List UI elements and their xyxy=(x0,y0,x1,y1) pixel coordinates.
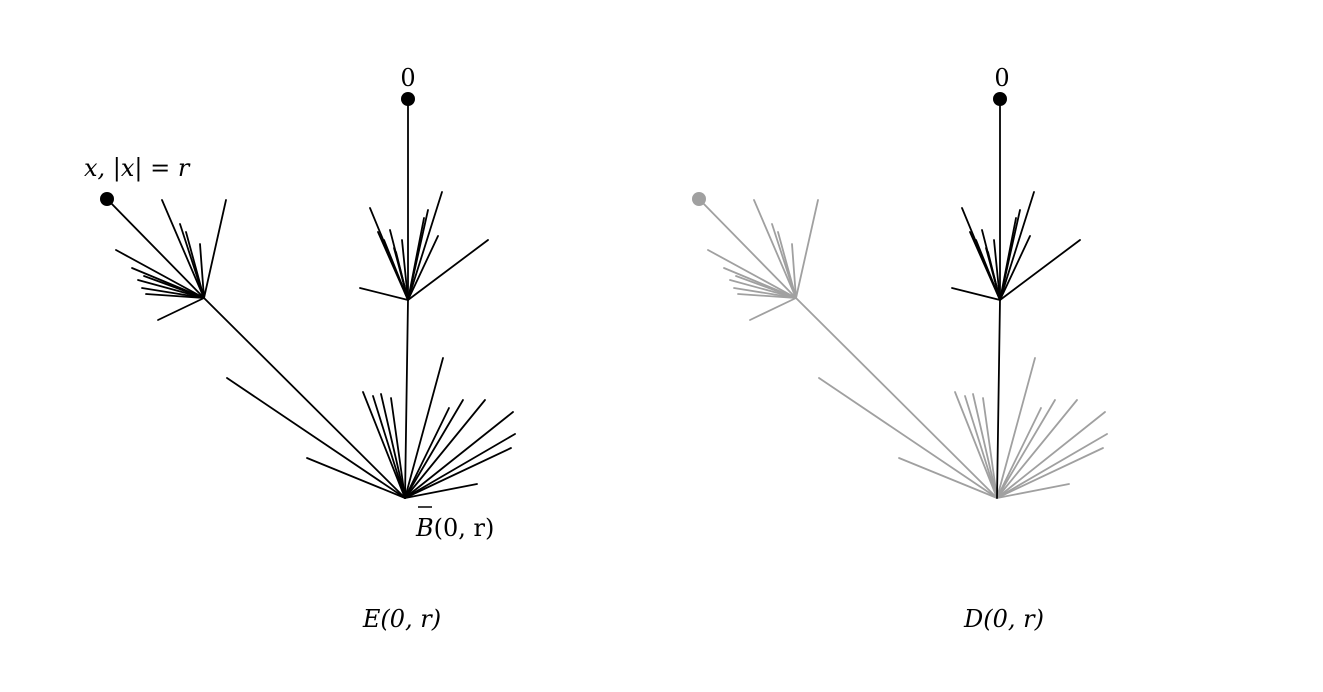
upper-hub-branch xyxy=(395,251,409,301)
root-node xyxy=(401,92,415,106)
left-hub-branch xyxy=(777,231,797,299)
upper-hub-branch xyxy=(975,239,1001,301)
left-ball-label: B(0, r) xyxy=(415,514,494,542)
lower-hub-branch xyxy=(404,433,516,499)
edge-lower-to-left-hub xyxy=(203,297,406,499)
left-hub-branch xyxy=(733,287,797,299)
upper-hub-branch xyxy=(407,191,443,301)
lower-hub-branch xyxy=(996,483,1070,499)
lower-hub-branch xyxy=(996,357,1036,499)
left-hub-branch xyxy=(185,231,205,299)
point-x-node xyxy=(100,192,114,206)
left-hub-branch xyxy=(791,243,797,299)
upper-hub-branch xyxy=(993,239,1001,301)
lower-hub-branch xyxy=(996,433,1108,499)
upper-hub-branch xyxy=(999,235,1031,301)
lower-hub-branch xyxy=(404,399,464,499)
left-hub-branch xyxy=(753,199,797,299)
lower-hub-branch xyxy=(818,377,998,499)
lower-hub-branch xyxy=(404,407,450,499)
lower-hub-branch xyxy=(404,399,486,499)
lower-hub-branch xyxy=(226,377,406,499)
left-hub-branch xyxy=(115,249,205,299)
upper-hub-branch xyxy=(407,235,439,301)
lower-hub-branch xyxy=(982,397,998,499)
left-tree-panel xyxy=(100,92,516,499)
left-hub-branch xyxy=(161,199,205,299)
edge-left-hub-to-point xyxy=(106,198,205,299)
upper-hub-branch xyxy=(407,239,489,301)
upper-hub-branch xyxy=(359,287,409,301)
lower-hub-branch xyxy=(972,393,998,499)
right-caption: D(0, r) xyxy=(963,605,1044,633)
upper-hub-branch xyxy=(383,239,409,301)
root-node xyxy=(993,92,1007,106)
left-point-label: x, |x| = r xyxy=(84,154,191,183)
right-tree-panel xyxy=(692,92,1108,499)
upper-hub-branch xyxy=(999,191,1035,301)
upper-hub-branch xyxy=(951,287,1001,301)
lower-hub-branch xyxy=(372,395,406,499)
edge-lower-to-left-hub xyxy=(795,297,998,499)
left-hub-branch xyxy=(157,297,205,321)
left-hub-branch xyxy=(137,279,205,299)
upper-hub-branch xyxy=(999,217,1017,301)
lower-hub-branch xyxy=(390,397,406,499)
edge-lower-to-upper-hub xyxy=(996,299,1001,499)
point-x-node xyxy=(692,192,706,206)
left-hub-branch xyxy=(199,243,205,299)
left-root-label: 0 xyxy=(400,64,415,92)
left-hub-branch xyxy=(737,293,797,299)
left-hub-branch xyxy=(203,199,227,299)
left-hub-branch xyxy=(729,279,797,299)
left-hub-branch xyxy=(145,293,205,299)
lower-hub-branch xyxy=(362,391,406,499)
upper-hub-branch xyxy=(407,217,425,301)
lower-hub-branch xyxy=(404,483,478,499)
left-hub-branch xyxy=(141,287,205,299)
ball-label-letter: B xyxy=(415,514,434,542)
left-hub-branch xyxy=(707,249,797,299)
lower-hub-branch xyxy=(404,357,444,499)
left-hub-branch xyxy=(143,275,205,299)
upper-hub-branch xyxy=(999,239,1081,301)
lower-hub-branch xyxy=(964,395,998,499)
lower-hub-branch xyxy=(380,393,406,499)
lower-hub-branch xyxy=(996,411,1106,499)
lower-hub-branch xyxy=(996,399,1078,499)
upper-hub-branch xyxy=(401,239,409,301)
lower-hub-branch xyxy=(898,457,998,499)
left-hub-branch xyxy=(749,297,797,321)
lower-hub-branch xyxy=(404,447,512,499)
left-caption: E(0, r) xyxy=(362,605,441,633)
lower-hub-branch xyxy=(404,411,514,499)
lower-hub-branch xyxy=(954,391,998,499)
left-hub-branch xyxy=(795,199,819,299)
edge-lower-to-upper-hub xyxy=(404,299,409,499)
lower-hub-branch xyxy=(996,399,1056,499)
right-root-label: 0 xyxy=(994,64,1009,92)
edge-left-hub-to-point xyxy=(698,198,797,299)
left-hub-branch xyxy=(735,275,797,299)
ball-label-args: (0, r) xyxy=(434,514,495,542)
lower-hub-branch xyxy=(306,457,406,499)
upper-hub-branch xyxy=(987,251,1001,301)
lower-hub-branch xyxy=(996,407,1042,499)
lower-hub-branch xyxy=(996,447,1104,499)
